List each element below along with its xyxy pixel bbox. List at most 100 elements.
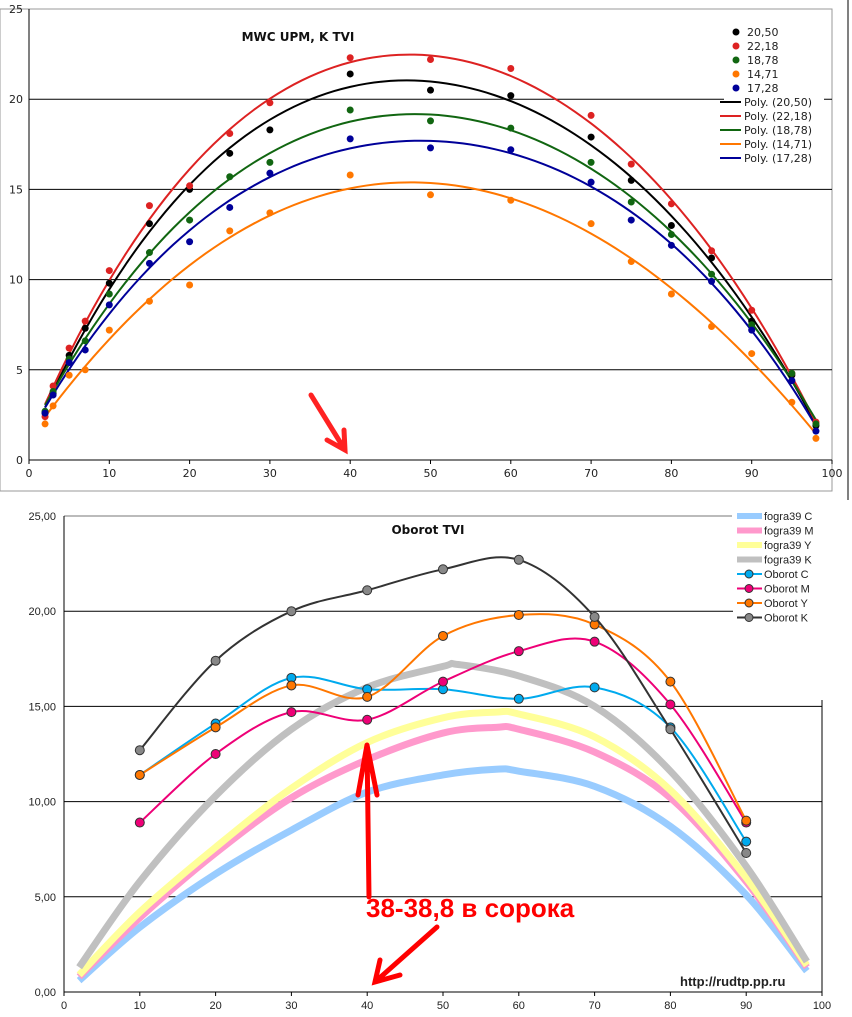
data-point [427, 144, 434, 152]
legend-label: Oborot K [764, 613, 809, 625]
data-point [65, 344, 73, 352]
x-tick-label: 70 [584, 467, 598, 480]
data-point [812, 427, 820, 435]
data-point [507, 65, 515, 73]
data-point [507, 196, 515, 204]
legend-label: Poly. (18,78) [744, 124, 812, 137]
x-tick-label: 90 [745, 467, 759, 480]
legend-label: Poly. (20,50) [744, 96, 812, 109]
data-point [812, 434, 820, 442]
data-point [748, 350, 756, 358]
data-point [266, 126, 274, 134]
x-tick-label: 60 [513, 1000, 525, 1012]
data-point [134, 817, 145, 828]
x-tick-label: 50 [437, 1000, 449, 1012]
x-tick-label: 80 [664, 1000, 676, 1012]
data-point [286, 680, 297, 691]
data-point [105, 326, 113, 334]
x-tick-label: 10 [134, 1000, 146, 1012]
legend-marker [732, 84, 740, 92]
data-point [210, 655, 221, 666]
chart-title-oborot: Oborot TVI [391, 523, 464, 537]
data-point [226, 129, 234, 137]
data-point [513, 554, 524, 565]
data-point [65, 359, 73, 367]
data-point [667, 241, 675, 249]
data-point [81, 346, 89, 354]
x-tick-label: 40 [343, 467, 357, 480]
data-point [507, 92, 515, 100]
data-point [665, 699, 676, 710]
trendline [44, 139, 817, 427]
series-line [76, 765, 810, 984]
legend-label: 17,28 [747, 82, 779, 95]
y-tick-label: 25,00 [28, 511, 56, 523]
legend-label: Poly. (22,18) [744, 110, 812, 123]
x-tick-label: 30 [285, 1000, 297, 1012]
legend-label: Poly. (14,71) [744, 138, 812, 151]
legend-label: fogra39 C [764, 511, 812, 523]
x-tick-label: 20 [183, 467, 197, 480]
legend-label: 14,71 [747, 68, 779, 81]
data-point [665, 676, 676, 687]
data-point [587, 178, 595, 186]
legend-label: fogra39 M [764, 526, 814, 538]
data-point [105, 279, 113, 287]
legend-label: fogra39 K [764, 555, 812, 567]
data-point [507, 146, 515, 154]
data-point [226, 149, 234, 157]
legend-marker [732, 42, 740, 50]
x-tick-label: 30 [263, 467, 277, 480]
data-point [266, 158, 274, 166]
legend-label: 22,18 [747, 40, 779, 53]
y-tick-label: 15,00 [28, 701, 56, 713]
data-point [741, 848, 752, 859]
data-point [627, 160, 635, 168]
data-point [427, 86, 434, 94]
data-point [266, 169, 274, 177]
y-tick-label: 0,00 [35, 987, 56, 999]
legend-box [724, 26, 824, 164]
data-point [226, 203, 234, 211]
legend-label: Poly. (17,28) [744, 152, 812, 165]
data-point [741, 836, 752, 847]
data-point [145, 220, 153, 228]
x-tick-label: 100 [813, 1000, 831, 1012]
data-point [346, 106, 354, 114]
data-point [513, 693, 524, 704]
data-point [587, 158, 595, 166]
data-point [362, 691, 373, 702]
data-point [438, 630, 448, 641]
x-tick-label: 0 [26, 467, 33, 480]
legend-label: Oborot C [764, 569, 809, 581]
data-point [788, 377, 796, 385]
data-point [134, 769, 145, 780]
data-point [812, 420, 820, 428]
data-point [286, 606, 297, 617]
y-tick-label: 15 [9, 183, 23, 196]
data-point [708, 277, 716, 285]
data-point [627, 216, 635, 224]
series-line [76, 723, 810, 980]
red-arrow-up-icon [355, 742, 380, 900]
data-point [587, 220, 595, 228]
legend-label: 18,78 [747, 54, 779, 67]
data-point [589, 636, 600, 647]
data-point [49, 402, 57, 410]
series-line [76, 659, 810, 970]
trendline [44, 113, 817, 421]
data-point [145, 249, 153, 257]
data-point [748, 326, 756, 334]
x-tick-label: 70 [588, 1000, 600, 1012]
data-point [587, 111, 595, 119]
data-point [627, 258, 635, 266]
data-point [627, 198, 635, 206]
trendline [44, 79, 817, 425]
data-point [362, 714, 373, 725]
legend-label: Oborot M [764, 584, 810, 596]
y-tick-label: 5 [16, 364, 23, 377]
data-point [65, 371, 73, 379]
source-url: http://rudtp.pp.ru [680, 974, 785, 989]
data-point [105, 290, 113, 298]
